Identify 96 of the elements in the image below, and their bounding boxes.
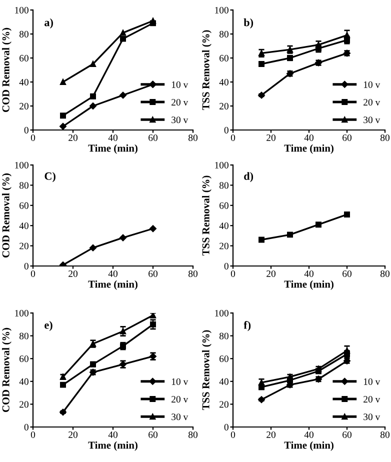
y-tick-label: 40 (219, 378, 228, 385)
x-tick-label: 80 (380, 270, 390, 278)
annotation: e) (44, 320, 52, 332)
y-tick-label: 40 (19, 378, 28, 385)
y-tick-label: 60 (20, 54, 28, 62)
y-tick-label: 60 (20, 356, 28, 362)
y-tick-label: 60 (220, 356, 228, 362)
x-tick-label: 60 (148, 134, 158, 142)
annotation: C) (44, 172, 56, 182)
y-tick-label: 0 (24, 424, 28, 430)
y-axis-title: TSS Removal (%) (202, 176, 212, 256)
x-tick-label: 0 (230, 270, 236, 278)
x-tick-label: 80 (188, 134, 198, 142)
y-tick-label: 0 (24, 262, 28, 270)
x-tick-label: 60 (342, 134, 352, 142)
y-tick-label: 100 (215, 6, 228, 14)
y-tick-label: 80 (19, 182, 28, 189)
y-axis-title: TSS Removal (%) (202, 330, 212, 410)
x-axis-title: Time (min) (284, 144, 334, 154)
y-tick-label: 0 (224, 126, 228, 134)
legend-label: 10 v (364, 378, 380, 385)
x-tick-label: 20 (68, 134, 78, 142)
x-tick-label: 40 (304, 431, 314, 438)
x-tick-label: 40 (108, 134, 118, 142)
x-axis-title: Time (min) (88, 441, 138, 451)
legend-label: 20 v (172, 98, 188, 106)
x-tick-label: 40 (304, 270, 314, 278)
legend-label: 10 v (172, 81, 188, 88)
x-tick-label: 80 (188, 431, 198, 438)
x-tick-label: 40 (108, 270, 118, 278)
y-tick-label: 80 (19, 30, 28, 38)
x-tick-label: 80 (380, 431, 390, 438)
annotation: f) (244, 320, 251, 332)
x-tick-label: 0 (30, 270, 36, 278)
y-tick-label: 60 (220, 202, 228, 209)
y-tick-label: 0 (24, 126, 28, 134)
x-tick-label: 20 (266, 431, 276, 438)
y-tick-label: 80 (19, 332, 28, 340)
x-tick-label: 60 (342, 270, 352, 278)
legend-label: 30 v (364, 414, 380, 420)
y-tick-label: 20 (220, 242, 228, 250)
y-tick-label: 40 (19, 78, 28, 86)
x-tick-label: 20 (68, 270, 78, 278)
y-tick-label: 20 (20, 102, 28, 110)
legend-label: 10 v (364, 81, 380, 88)
x-tick-label: 60 (342, 431, 352, 438)
x-tick-label: 0 (230, 134, 236, 142)
legend-label: 20 v (172, 396, 188, 403)
y-axis-title: COD Removal (%) (2, 28, 12, 112)
y-tick-label: 0 (224, 262, 228, 270)
annotation: b) (244, 18, 254, 28)
legend-label: 30 v (172, 414, 188, 420)
x-tick-label: 20 (266, 134, 276, 142)
x-axis-title: Time (min) (284, 280, 334, 290)
y-tick-label: 20 (20, 401, 28, 408)
y-tick-label: 80 (219, 182, 228, 189)
y-tick-label: 100 (15, 310, 28, 316)
annotation: d) (244, 172, 254, 182)
y-tick-label: 60 (20, 202, 28, 209)
x-tick-label: 20 (68, 431, 78, 438)
x-tick-label: 20 (266, 270, 276, 278)
x-tick-label: 40 (108, 431, 118, 438)
y-tick-label: 60 (220, 54, 228, 62)
y-tick-label: 40 (19, 222, 28, 230)
y-axis-title: TSS Removal (%) (202, 30, 212, 110)
x-tick-label: 0 (30, 431, 36, 438)
x-tick-label: 80 (380, 134, 390, 142)
x-tick-label: 40 (304, 134, 314, 142)
legend-label: 10 v (172, 378, 188, 385)
y-tick-label: 100 (15, 6, 28, 14)
legend-label: 30 v (364, 116, 380, 124)
x-tick-label: 60 (148, 431, 158, 438)
y-axis-title: COD Removal (%) (2, 173, 12, 258)
y-tick-label: 80 (219, 30, 228, 38)
y-tick-label: 40 (219, 222, 228, 230)
x-tick-label: 60 (148, 270, 158, 278)
y-tick-label: 100 (215, 310, 228, 316)
x-axis-title: Time (min) (284, 441, 334, 451)
legend-label: 20 v (364, 396, 380, 403)
y-tick-label: 20 (20, 242, 28, 250)
y-tick-label: 20 (220, 102, 228, 110)
y-axis-title: COD Removal (%) (2, 328, 12, 412)
annotation: a) (44, 18, 53, 28)
y-tick-label: 100 (15, 162, 28, 168)
legend-label: 30 v (172, 116, 188, 124)
x-axis-title: Time (min) (88, 144, 138, 154)
y-tick-label: 80 (219, 332, 228, 340)
x-tick-label: 0 (230, 431, 236, 438)
x-axis-title: Time (min) (88, 280, 138, 290)
y-tick-label: 0 (224, 424, 228, 430)
legend-label: 20 v (364, 98, 380, 106)
y-tick-label: 40 (219, 78, 228, 86)
x-tick-label: 0 (30, 134, 36, 142)
y-tick-label: 20 (220, 401, 228, 408)
x-tick-label: 80 (188, 270, 198, 278)
y-tick-label: 100 (215, 162, 228, 168)
